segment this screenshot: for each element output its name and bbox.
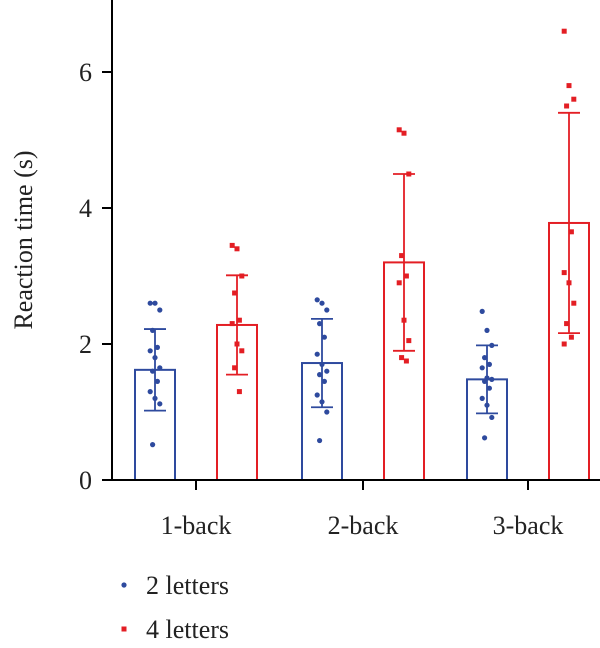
data-point-4-letters-2-back bbox=[396, 127, 402, 133]
data-point-2-letters-3-back bbox=[489, 342, 495, 348]
data-point-2-letters-3-back bbox=[482, 435, 488, 441]
data-point-2-letters-2-back bbox=[319, 300, 325, 306]
data-point-2-letters-1-back bbox=[152, 355, 158, 361]
data-point-4-letters-1-back bbox=[232, 365, 238, 371]
data-point-2-letters-1-back bbox=[150, 327, 156, 333]
data-point-2-letters-3-back bbox=[486, 361, 492, 367]
data-point-4-letters-3-back bbox=[571, 300, 577, 306]
error-bar-4-letters-3-back bbox=[558, 111, 580, 335]
data-point-4-letters-2-back bbox=[401, 130, 407, 136]
data-point-2-letters-1-back bbox=[152, 395, 158, 401]
data-point-2-letters-3-back bbox=[479, 365, 485, 371]
data-point-4-letters-1-back bbox=[239, 348, 245, 354]
y-axis-title: Reaction time (s) bbox=[9, 150, 38, 329]
data-point-2-letters-1-back bbox=[147, 389, 153, 395]
data-point-4-letters-2-back bbox=[403, 358, 409, 364]
data-point-4-letters-3-back bbox=[564, 103, 570, 109]
data-point-4-letters-2-back bbox=[399, 253, 405, 259]
data-point-4-letters-3-back bbox=[566, 83, 572, 89]
y-tick-label: 2 bbox=[79, 330, 92, 359]
plot-area bbox=[134, 28, 590, 482]
data-point-2-letters-2-back bbox=[321, 334, 327, 340]
legend-label: 2 letters bbox=[146, 571, 229, 600]
data-point-4-letters-2-back bbox=[399, 355, 405, 361]
x-tick-label: 1-back bbox=[161, 511, 232, 540]
data-point-4-letters-2-back bbox=[406, 338, 412, 344]
data-point-2-letters-3-back bbox=[484, 402, 490, 408]
data-point-2-letters-2-back bbox=[324, 307, 330, 313]
data-point-2-letters-3-back bbox=[479, 308, 485, 314]
data-point-2-letters-3-back bbox=[486, 385, 492, 391]
data-point-4-letters-2-back bbox=[403, 273, 409, 279]
legend-marker bbox=[121, 626, 127, 632]
data-point-2-letters-1-back bbox=[154, 344, 160, 350]
data-point-4-letters-1-back bbox=[239, 273, 245, 279]
data-point-2-letters-3-back bbox=[484, 327, 490, 333]
data-point-2-letters-3-back bbox=[482, 378, 488, 384]
data-point-4-letters-3-back bbox=[571, 96, 577, 102]
data-point-4-letters-1-back bbox=[234, 341, 240, 347]
data-point-2-letters-1-back bbox=[157, 307, 163, 313]
data-point-4-letters-1-back bbox=[229, 242, 235, 248]
data-point-4-letters-3-back bbox=[568, 229, 574, 235]
data-point-2-letters-3-back bbox=[482, 355, 488, 361]
data-point-2-letters-3-back bbox=[489, 414, 495, 421]
data-point-2-letters-1-back bbox=[157, 401, 163, 407]
data-point-2-letters-1-back bbox=[154, 378, 160, 384]
data-point-2-letters-1-back bbox=[147, 348, 153, 354]
data-point-2-letters-2-back bbox=[324, 368, 330, 374]
y-tick-label: 0 bbox=[79, 466, 92, 495]
data-point-2-letters-3-back bbox=[489, 376, 495, 382]
data-point-2-letters-2-back bbox=[317, 372, 323, 378]
data-point-2-letters-2-back bbox=[314, 297, 320, 303]
data-point-4-letters-2-back bbox=[406, 171, 412, 177]
data-point-2-letters-2-back bbox=[319, 399, 325, 405]
data-point-2-letters-2-back bbox=[314, 351, 320, 357]
legend: 2 letters 4 letters bbox=[121, 571, 229, 644]
data-point-2-letters-1-back bbox=[157, 365, 163, 371]
data-point-2-letters-1-back bbox=[152, 300, 158, 306]
data-point-4-letters-3-back bbox=[561, 270, 567, 276]
data-point-4-letters-1-back bbox=[229, 321, 235, 327]
x-tick-label: 2-back bbox=[328, 511, 399, 540]
data-point-4-letters-3-back bbox=[561, 28, 567, 34]
axes: 0 2 4 6 1-back 2-back 3-back bbox=[79, 0, 600, 540]
data-point-4-letters-1-back bbox=[236, 389, 242, 395]
data-point-4-letters-1-back bbox=[236, 317, 242, 323]
data-point-2-letters-2-back bbox=[324, 409, 330, 415]
data-point-4-letters-3-back bbox=[561, 341, 567, 347]
data-point-4-letters-1-back bbox=[234, 246, 240, 252]
y-tick-label: 6 bbox=[79, 58, 92, 87]
data-point-4-letters-2-back bbox=[396, 280, 402, 286]
y-tick-label: 4 bbox=[79, 194, 92, 223]
data-point-2-letters-3-back bbox=[479, 395, 485, 401]
legend-marker bbox=[121, 582, 127, 588]
data-point-4-letters-3-back bbox=[568, 334, 574, 340]
x-tick-label: 3-back bbox=[493, 511, 564, 540]
data-point-2-letters-2-back bbox=[319, 361, 325, 367]
data-point-2-letters-2-back bbox=[317, 437, 323, 444]
data-point-2-letters-2-back bbox=[321, 378, 327, 384]
data-point-2-letters-1-back bbox=[150, 368, 156, 374]
data-point-4-letters-1-back bbox=[232, 290, 238, 296]
data-point-4-letters-3-back bbox=[564, 321, 570, 327]
data-point-4-letters-3-back bbox=[566, 280, 572, 286]
data-point-2-letters-1-back bbox=[147, 300, 153, 306]
data-point-2-letters-2-back bbox=[314, 392, 320, 398]
data-point-2-letters-1-back bbox=[150, 442, 156, 448]
data-point-2-letters-2-back bbox=[317, 321, 323, 327]
data-point-4-letters-2-back bbox=[401, 317, 407, 323]
legend-label: 4 letters bbox=[146, 615, 229, 644]
